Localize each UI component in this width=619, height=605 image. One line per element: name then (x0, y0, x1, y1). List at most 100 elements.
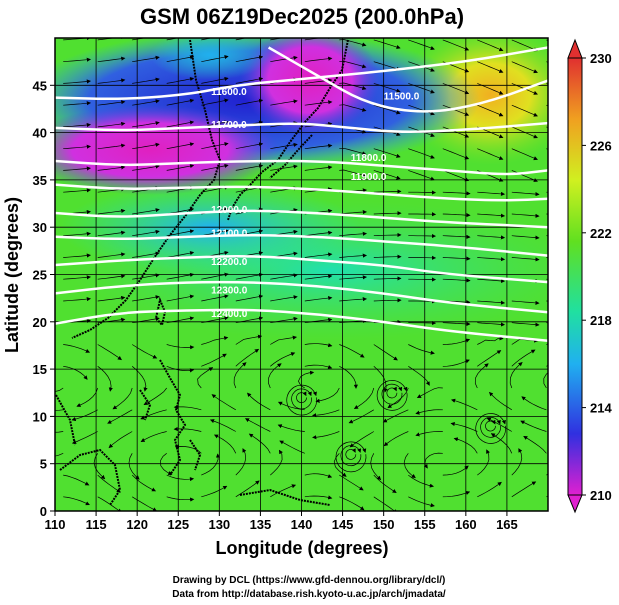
colorbar-label: 214 (590, 401, 612, 416)
streamline-arrow (477, 336, 504, 345)
streamline-arrow (304, 495, 333, 500)
contour-label: 12300.0 (211, 285, 248, 296)
streamline-arrow (132, 55, 160, 63)
colorbar-label: 222 (590, 226, 612, 241)
streamline-arrow (270, 316, 298, 324)
streamline-arrow (304, 295, 333, 302)
x-tick-label: 150 (373, 517, 395, 532)
streamline-arrow (213, 434, 237, 454)
streamline-arrow (160, 453, 173, 475)
streamline-arrow (166, 251, 195, 258)
streamline-arrow (373, 344, 398, 361)
streamline-arrow (63, 296, 91, 302)
streamline-arrow (63, 144, 91, 150)
streamline-arrow (166, 365, 195, 373)
streamline-arrow (304, 143, 333, 150)
streamline-arrow (477, 449, 490, 476)
contour-label: 12100.0 (211, 229, 248, 240)
streamline-arrow (63, 365, 88, 380)
streamline-arrow (511, 148, 538, 161)
streamline-arrow (511, 448, 523, 476)
contour-line (55, 121, 548, 133)
streamline-arrow (304, 364, 333, 370)
streamline-arrow (403, 453, 416, 479)
eddy-streamline (296, 391, 307, 403)
streamline-arrow (486, 417, 512, 432)
streamline-arrow (132, 164, 160, 171)
streamline-arrow (55, 409, 64, 411)
streamline-arrow (270, 484, 297, 498)
streamline-arrow (235, 448, 247, 476)
streamline-arrow (423, 452, 443, 469)
streamline-arrow (132, 208, 160, 215)
coastline-korea-china (71, 39, 222, 339)
streamline-arrow (63, 188, 91, 193)
streamline-arrow (442, 490, 471, 498)
streamline-arrow (197, 367, 214, 389)
coastline-borneo (55, 394, 122, 506)
streamline-arrow (511, 213, 540, 218)
streamline-arrow (131, 366, 148, 392)
streamline-arrow (63, 122, 91, 128)
streamline-arrow (304, 473, 333, 479)
streamline-arrow (511, 104, 538, 117)
streamline-arrow (408, 366, 430, 386)
streamline-arrow (97, 344, 122, 361)
streamline-arrow (107, 409, 133, 424)
streamline-arrow (442, 234, 471, 239)
contour-label: 11800.0 (351, 153, 387, 164)
y-tick-label: 40 (33, 126, 47, 141)
streamline-arrow (235, 294, 264, 302)
streamline-arrow (453, 437, 478, 454)
streamline-arrow (132, 344, 158, 359)
streamline-arrow (143, 387, 167, 406)
streamline-arrow (546, 473, 548, 476)
streamline-arrow (442, 338, 471, 345)
streamline-arrow (416, 387, 443, 399)
contour-line (55, 280, 548, 314)
streamline-arrow (97, 100, 126, 106)
streamline-arrow (511, 61, 538, 74)
streamline-arrow (315, 387, 340, 403)
streamline-arrow (97, 208, 126, 215)
streamline-arrow (339, 104, 367, 112)
streamline-arrow (112, 387, 133, 410)
streamline-arrow (248, 433, 271, 454)
x-tick-label: 125 (167, 517, 189, 532)
x-axis-ticks: 110 115 120 125 130 135 140 145 150 155 160 165 (45, 511, 518, 532)
x-tick-label: 135 (250, 517, 272, 532)
streamline-arrow (201, 76, 229, 84)
streamline-arrow (383, 431, 409, 447)
streamline-arrow (63, 101, 91, 106)
streamline-arrow (63, 474, 90, 486)
y-tick-label: 45 (33, 78, 47, 93)
streamline-arrow (477, 213, 506, 218)
streamline-arrow (415, 409, 443, 415)
streamline-arrow (166, 120, 195, 128)
streamline-arrow (270, 352, 296, 367)
streamline-arrow (477, 61, 504, 73)
streamline-arrow (339, 231, 367, 237)
chart-title: GSM 06Z19Dec2025 (200.0hPa) (140, 4, 464, 29)
streamline-arrow (442, 256, 471, 261)
streamline-arrow (477, 257, 506, 262)
streamline-arrow (442, 104, 470, 116)
streamline-arrow (201, 353, 227, 367)
streamline-arrow (97, 56, 126, 63)
streamline-arrow (339, 318, 367, 324)
streamline-arrow (277, 424, 305, 432)
streamline-arrow (339, 147, 367, 156)
streamline-arrow (55, 452, 64, 457)
streamline-arrow (373, 254, 402, 259)
streamline-arrow (489, 391, 512, 411)
streamline-arrow (235, 142, 264, 150)
streamline-arrow (373, 170, 401, 180)
streamline-arrow (201, 453, 221, 476)
streamline-arrow (63, 231, 91, 237)
streamline-arrow (477, 148, 504, 160)
streamline-arrow (339, 365, 358, 389)
streamline-arrow (477, 191, 506, 196)
x-tick-label: 110 (45, 517, 66, 532)
streamline-arrow (97, 78, 126, 84)
contour-line (55, 46, 548, 101)
